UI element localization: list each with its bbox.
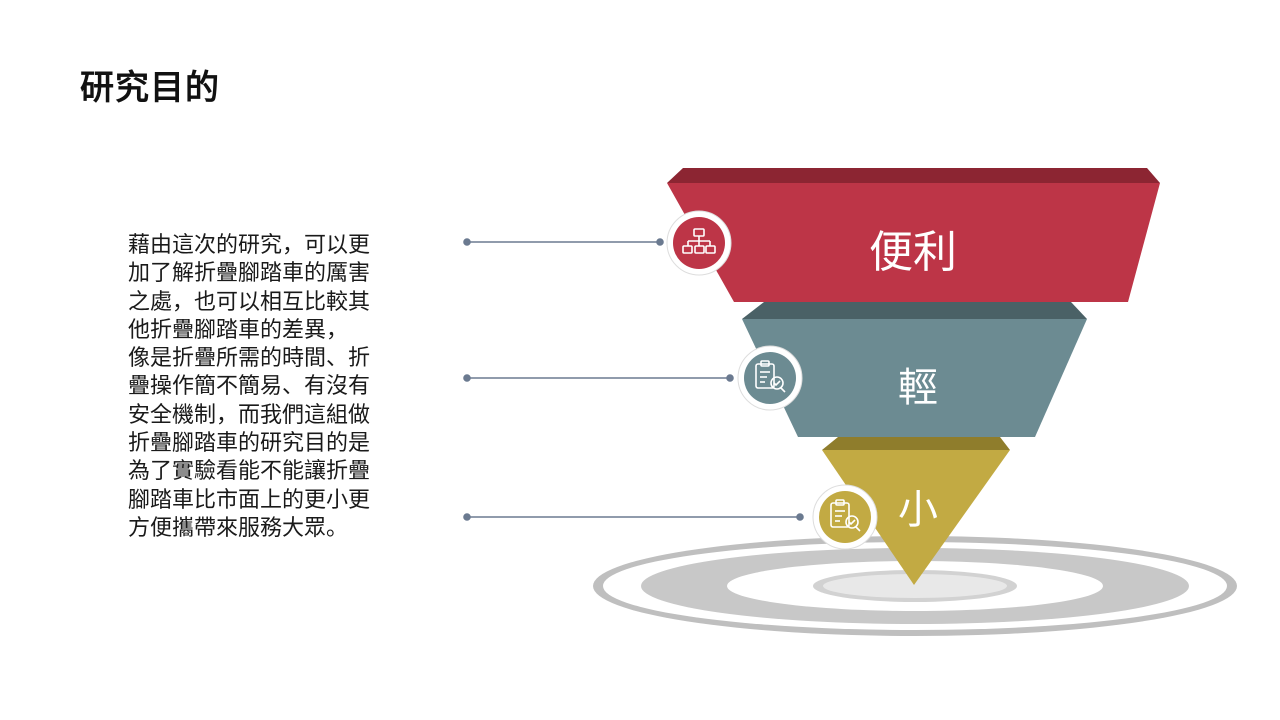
funnel-layer-3: 小 <box>822 437 1010 585</box>
funnel-layer-2-face <box>742 319 1087 437</box>
checklist-icon <box>737 345 803 411</box>
funnel-layer-1-label: 便利 <box>869 227 957 278</box>
funnel-layer-2: 輕 <box>742 302 1087 437</box>
org-chart-icon <box>666 210 732 276</box>
purpose-paragraph: 藉由這次的研究，可以更 加了解折疊腳踏車的厲害 之處，也可以相互比較其 他折疊腳… <box>128 233 371 541</box>
target-rings <box>593 536 1237 636</box>
page-title: 研究目的 <box>80 68 220 108</box>
funnel-layer-3-label: 小 <box>898 487 938 533</box>
funnel-layer-3-face <box>822 450 1010 585</box>
funnel-layer-1-face <box>667 183 1160 302</box>
funnel-layer-2-label: 輕 <box>898 365 938 411</box>
funnel-layer-1: 便利 <box>667 168 1160 302</box>
connector-lines <box>463 238 804 521</box>
checklist-icon <box>812 484 878 550</box>
